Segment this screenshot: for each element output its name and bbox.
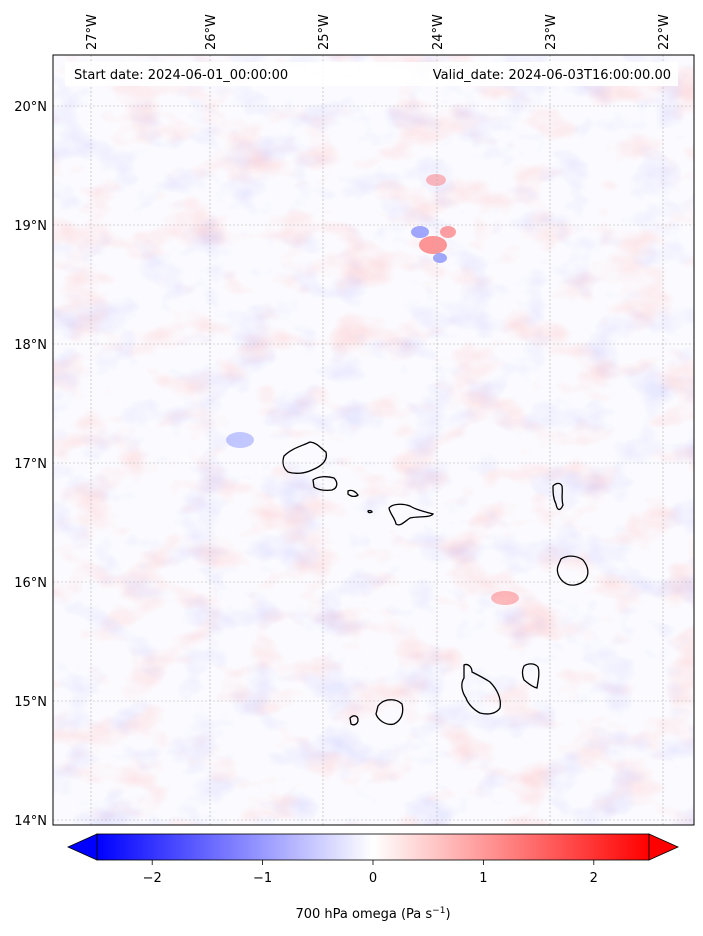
lat-tick-label: 18°N [14,338,47,353]
island-santo-antao [282,441,328,474]
lat-tick-label: 19°N [14,219,47,234]
colorbar-extend-low [67,833,98,861]
header-bar [65,62,678,86]
island-boa-vista [556,555,589,586]
colorbar-tick-label: 2 [590,871,598,886]
colorbar-tick-label: −1 [253,871,272,886]
colorbar-tick-label: 0 [369,871,377,886]
island-maio [521,663,540,689]
island-raso [367,509,373,514]
lat-tick-label: 14°N [14,814,47,829]
island-santiago [461,663,502,715]
lon-tick-label: 22°W [657,14,672,50]
omega-field [53,55,694,825]
lon-tick-label: 23°W [544,14,559,50]
island-sao-nicolau [388,503,435,526]
start-date-label: Start date: 2024-06-01_00:00:00 [74,68,288,83]
lat-tick-label: 17°N [14,457,47,472]
island-brava [349,715,359,726]
island-sal [552,482,564,511]
island-fogo [375,699,404,726]
lat-tick-label: 16°N [14,576,47,591]
lon-tick-label: 25°W [317,14,332,50]
gridlines [53,55,694,825]
valid-date-label: Valid_date: 2024-06-03T16:00:00.00 [433,68,671,83]
colorbar-ticks: −2 −1 0 1 2 [143,860,598,886]
longitude-tick-labels: 27°W 26°W 25°W 24°W 23°W 22°W [85,14,672,50]
colorbar-tick-label: −2 [143,871,162,886]
lon-tick-label: 24°W [431,14,446,50]
lon-tick-label: 27°W [85,14,100,50]
colorbar-extend-high [648,833,679,861]
colorbar-tick-label: 1 [479,871,487,886]
island-sao-vicente [312,476,338,492]
lon-tick-label: 26°W [204,14,219,50]
latitude-tick-labels: 20°N 19°N 18°N 17°N 16°N 15°N 14°N [14,100,47,829]
colorbar: −2 −1 0 1 2 700 hPa omega (Pa s−1) [67,833,679,922]
colorbar-body [96,833,650,861]
coastlines [282,441,589,726]
colorbar-label: 700 hPa omega (Pa s−1) [295,906,450,922]
lat-tick-label: 20°N [14,100,47,115]
plot-frame [52,54,695,826]
island-santa-luzia [347,489,359,498]
lat-tick-label: 15°N [14,695,47,710]
